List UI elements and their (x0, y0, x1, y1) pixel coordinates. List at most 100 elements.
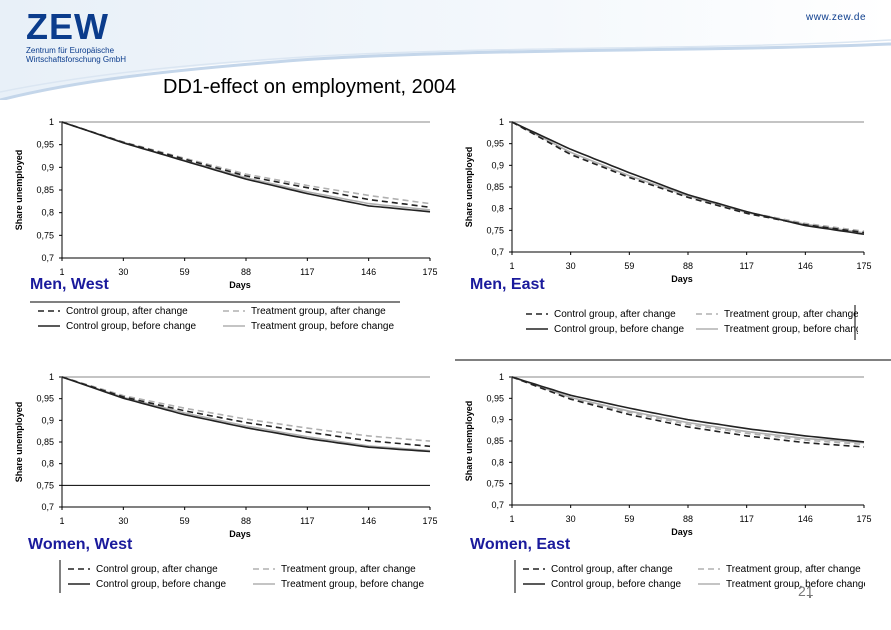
x-tick-label: 146 (798, 514, 813, 524)
x-tick-label: 88 (241, 516, 251, 526)
header-wave-background (0, 0, 891, 100)
y-tick-label: 0,85 (486, 182, 504, 192)
legend-entry: Control group, before change (96, 579, 227, 590)
y-tick-label: 0,85 (36, 437, 54, 447)
y-tick-label: 0,95 (486, 393, 504, 403)
zew-logo-subtitle: Zentrum für Europäische Wirtschaftsforsc… (26, 46, 146, 64)
chart-women-west: 0,7 0,75 0,8 0,85 0,9 0,95 1 1 30 59 88 117 146 175 Da… (0, 365, 445, 547)
x-tick-label: 175 (856, 514, 871, 524)
series-line-2 (511, 376, 865, 443)
legend-svg: Control group, after change Treatment gro… (38, 306, 394, 332)
y-tick-label: 0,7 (491, 500, 504, 510)
x-tick-label: 59 (180, 267, 190, 277)
y-tick-label: 0,95 (486, 139, 504, 149)
series-line-3 (61, 376, 431, 442)
y-tick-label: 0,8 (41, 208, 54, 218)
x-tick-label: 1 (509, 514, 514, 524)
chart-svg: 0,7 0,75 0,8 0,85 0,9 0,95 1 1 30 59 88 117 146 175 Da… (464, 117, 872, 284)
panel-label-men-east: Men, East (470, 276, 545, 293)
legend-entry: Control group, after change (551, 564, 673, 575)
legend-svg: Control group, after change Treatment gro… (526, 309, 867, 335)
y-axis-label: Share unemployed (464, 147, 474, 228)
legend-women-west: Control group, after change Treatment gro… (60, 560, 430, 594)
x-tick-label: 175 (422, 516, 437, 526)
legend-svg: Control group, after change Treatment gro… (68, 564, 424, 590)
legend-women-east: Control group, after change Treatment gro… (515, 560, 869, 594)
y-tick-label: 0,75 (486, 225, 504, 235)
logo-subtitle-line-2: Wirtschaftsforschung GmbH (26, 55, 127, 64)
series-line-1 (61, 121, 431, 208)
legend-entry: Treatment group, after change (281, 564, 416, 575)
legend-entry: Treatment group, before change (726, 579, 865, 590)
x-tick-label: 117 (739, 261, 753, 271)
legend-entry: Control group, after change (554, 309, 676, 320)
x-tick-label: 88 (683, 261, 693, 271)
page-number: 21 (798, 583, 814, 599)
legend-entry: Treatment group, before change (251, 321, 394, 332)
panel-label-men-west: Men, West (30, 276, 109, 293)
x-tick-label: 88 (241, 267, 251, 277)
x-tick-label: 30 (566, 261, 576, 271)
series-line-4 (511, 376, 865, 444)
legend-entry: Treatment group, after change (724, 309, 858, 320)
legend-entry: Treatment group, before change (281, 579, 424, 590)
x-tick-label: 30 (566, 514, 576, 524)
panel-label-women-east: Women, East (470, 536, 571, 553)
y-tick-label: 0,75 (36, 230, 54, 240)
y-axis-label: Share unemployed (14, 402, 24, 483)
x-tick-label: 146 (361, 516, 376, 526)
y-axis-label: Share unemployed (464, 401, 474, 482)
legend-entry: Control group, before change (554, 324, 685, 335)
y-tick-label: 0,8 (491, 457, 504, 467)
x-tick-label: 1 (59, 267, 64, 277)
x-tick-label: 175 (422, 267, 437, 277)
x-tick-label: 59 (624, 514, 634, 524)
chart-men-east: 0,7 0,75 0,8 0,85 0,9 0,95 1 1 30 59 88 117 146 175 Da… (450, 110, 891, 292)
legend-entry: Control group, after change (96, 564, 218, 575)
x-tick-label: 1 (509, 261, 514, 271)
y-tick-label: 0,95 (36, 140, 54, 150)
zew-logo: ZEW (26, 6, 109, 47)
chart-svg: 0,7 0,75 0,8 0,85 0,9 0,95 1 1 30 59 88 117 146 175 Da… (464, 372, 872, 537)
x-tick-label: 146 (361, 267, 376, 277)
y-tick-label: 0,85 (36, 185, 54, 195)
y-tick-label: 0,8 (41, 459, 54, 469)
x-tick-label: 146 (798, 261, 813, 271)
series-line-2 (61, 376, 431, 453)
legend-men-east: Control group, after change Treatment gro… (518, 305, 867, 341)
y-tick-label: 0,7 (491, 247, 504, 257)
y-tick-label: 0,9 (491, 415, 504, 425)
chart-men-west: 0,7 0,75 0,8 0,85 0,9 0,95 1 1 30 59 88 117 146 175 Da… (0, 110, 445, 292)
x-axis-label: Days (671, 274, 693, 284)
page-title: DD1-effect on employment, 2004 (163, 76, 457, 98)
x-tick-label: 59 (180, 516, 190, 526)
website-url[interactable]: www.zew.de (806, 12, 867, 23)
y-tick-label: 1 (49, 372, 54, 382)
y-tick-label: 0,8 (491, 204, 504, 214)
x-axis-label: Days (671, 527, 693, 537)
x-tick-label: 30 (118, 267, 128, 277)
series-line-3 (511, 121, 865, 232)
x-tick-label: 30 (118, 516, 128, 526)
x-axis-label: Days (229, 280, 251, 290)
y-tick-label: 0,85 (486, 436, 504, 446)
panel-label-women-west: Women, West (28, 536, 133, 553)
series-line-1 (511, 121, 865, 234)
x-axis-label: Days (229, 529, 251, 539)
legend-entry: Treatment group, before change (724, 324, 858, 335)
series-line-4 (511, 121, 865, 234)
y-tick-label: 1 (499, 372, 504, 382)
x-tick-label: 1 (59, 516, 64, 526)
x-tick-label: 88 (683, 514, 693, 524)
chart-svg: 0,7 0,75 0,8 0,85 0,9 0,95 1 1 30 59 88 117 146 175 Da… (14, 117, 438, 290)
y-tick-label: 0,9 (41, 162, 54, 172)
series-line-3 (511, 376, 865, 446)
y-axis-label: Share unemployed (14, 150, 24, 231)
y-tick-label: 0,7 (41, 502, 54, 512)
series-line-4 (61, 376, 431, 452)
x-tick-label: 175 (856, 261, 871, 271)
series-line-2 (511, 121, 865, 235)
y-tick-label: 0,75 (486, 479, 504, 489)
legend-entry: Treatment group, after change (251, 306, 386, 317)
y-tick-label: 0,9 (41, 415, 54, 425)
